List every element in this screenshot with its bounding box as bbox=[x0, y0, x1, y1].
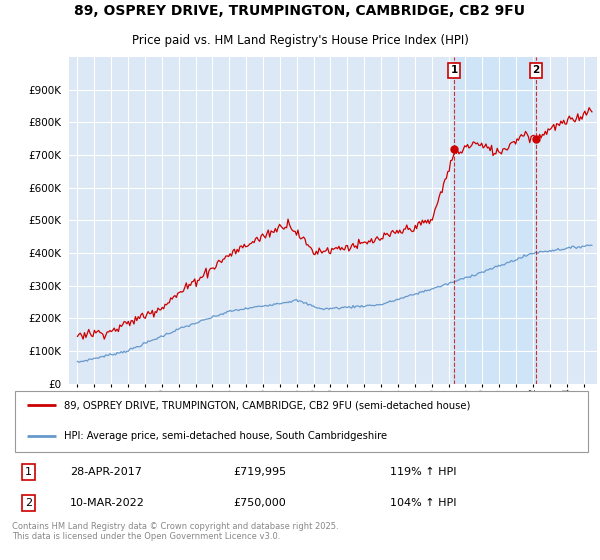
Text: Price paid vs. HM Land Registry's House Price Index (HPI): Price paid vs. HM Land Registry's House … bbox=[131, 34, 469, 47]
FancyBboxPatch shape bbox=[15, 391, 588, 451]
Text: 89, OSPREY DRIVE, TRUMPINGTON, CAMBRIDGE, CB2 9FU (semi-detached house): 89, OSPREY DRIVE, TRUMPINGTON, CAMBRIDGE… bbox=[64, 400, 471, 410]
Text: HPI: Average price, semi-detached house, South Cambridgeshire: HPI: Average price, semi-detached house,… bbox=[64, 431, 388, 441]
Text: 1: 1 bbox=[451, 65, 458, 75]
Text: 119% ↑ HPI: 119% ↑ HPI bbox=[391, 467, 457, 477]
Bar bbox=[454, 57, 536, 384]
Text: 1: 1 bbox=[25, 467, 32, 477]
Text: 28-APR-2017: 28-APR-2017 bbox=[70, 467, 142, 477]
Text: £750,000: £750,000 bbox=[233, 498, 286, 508]
Text: Contains HM Land Registry data © Crown copyright and database right 2025.
This d: Contains HM Land Registry data © Crown c… bbox=[12, 522, 338, 542]
Text: 2: 2 bbox=[532, 65, 540, 75]
Text: 10-MAR-2022: 10-MAR-2022 bbox=[70, 498, 145, 508]
Text: 89, OSPREY DRIVE, TRUMPINGTON, CAMBRIDGE, CB2 9FU: 89, OSPREY DRIVE, TRUMPINGTON, CAMBRIDGE… bbox=[74, 4, 526, 18]
Text: 2: 2 bbox=[25, 498, 32, 508]
Text: 104% ↑ HPI: 104% ↑ HPI bbox=[391, 498, 457, 508]
Text: £719,995: £719,995 bbox=[233, 467, 286, 477]
